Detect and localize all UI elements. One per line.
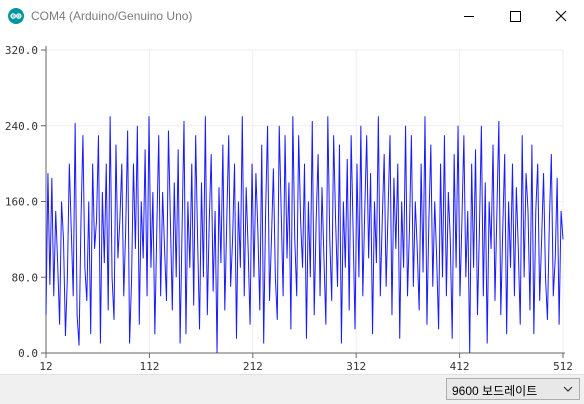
x-tick-label: 412 — [450, 360, 470, 373]
close-icon — [555, 10, 567, 22]
chevron-down-icon — [563, 386, 573, 392]
x-tick-label: 512 — [553, 360, 573, 373]
baud-rate-select[interactable]: 9600 보드레이트 — [446, 378, 580, 400]
y-tick-label: 320.0 — [5, 44, 38, 57]
y-axis-ticks: 0.0 80.0 160.0 240.0 320.0 — [5, 44, 46, 360]
close-button[interactable] — [538, 0, 584, 32]
baud-rate-value: 9600 보드레이트 — [452, 384, 538, 398]
minimize-icon — [464, 16, 474, 17]
minimize-button[interactable] — [446, 0, 492, 32]
maximize-button[interactable] — [492, 0, 538, 32]
y-tick-label: 240.0 — [5, 120, 38, 133]
serial-plot: 0.0 80.0 160.0 240.0 320.0 12 112 212 312 412 512 — [5, 44, 573, 373]
y-tick-label: 80.0 — [12, 271, 39, 284]
plot-series-group — [45, 116, 564, 354]
y-tick-label: 160.0 — [5, 196, 38, 209]
series-line — [45, 116, 564, 354]
serial-plotter-area: 0.0 80.0 160.0 240.0 320.0 12 112 212 312 412 512 — [0, 32, 584, 374]
window-title: COM4 (Arduino/Genuino Uno) — [31, 9, 193, 23]
x-tick-label: 312 — [346, 360, 366, 373]
window-titlebar: COM4 (Arduino/Genuino Uno) — [0, 0, 584, 32]
x-tick-label: 112 — [139, 360, 159, 373]
y-tick-label: 0.0 — [18, 347, 38, 360]
plotter-bottom-bar: 9600 보드레이트 — [0, 374, 584, 404]
maximize-icon — [510, 11, 521, 22]
x-axis-ticks: 12 112 212 312 412 512 — [39, 353, 573, 373]
x-tick-label: 12 — [39, 360, 52, 373]
x-tick-label: 212 — [243, 360, 263, 373]
arduino-icon — [8, 8, 24, 24]
